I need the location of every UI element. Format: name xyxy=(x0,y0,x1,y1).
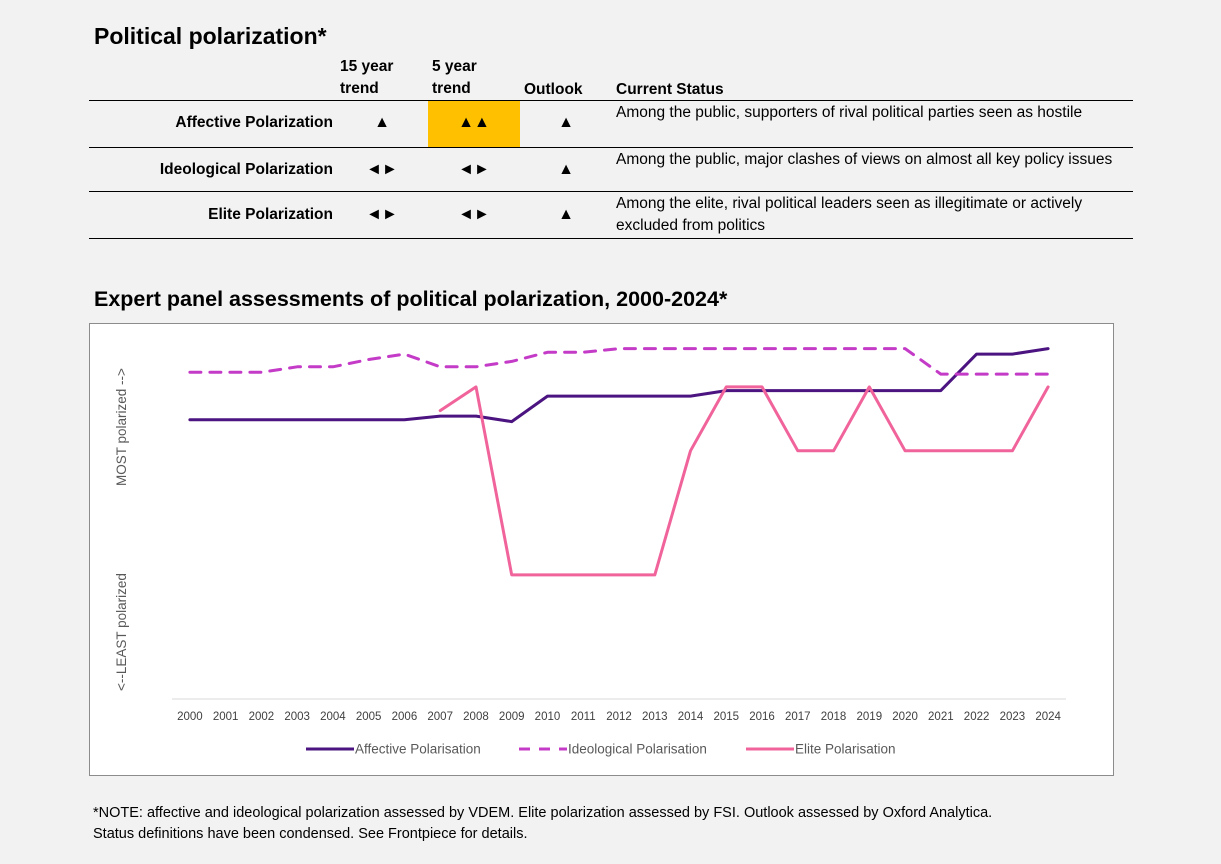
series-line-affective-polarisation xyxy=(188,347,1050,424)
x-tick-label: 2017 xyxy=(785,711,811,723)
row-name: Affective Polarization xyxy=(175,114,333,131)
trend-15-year: ◄► xyxy=(366,161,398,178)
trend-15-year: ◄► xyxy=(366,206,398,223)
x-tick-label: 2013 xyxy=(642,711,668,723)
x-tick-label: 2005 xyxy=(356,711,382,723)
outlook: ▲ xyxy=(558,161,574,178)
x-tick-label: 2016 xyxy=(749,711,775,723)
legend-label: Elite Polarisation xyxy=(795,742,896,757)
footnote-line-1: *NOTE: affective and ideological polariz… xyxy=(93,805,993,821)
current-status: Among the public, supporters of rival po… xyxy=(616,104,1083,121)
current-status: Among the elite, rival political leaders… xyxy=(616,195,1083,234)
x-tick-label: 2009 xyxy=(499,711,525,723)
series-line-ideological-polarisation xyxy=(188,347,1050,376)
status-table: 15 year trend 5 year trend Outlook Curre… xyxy=(89,56,1133,240)
page-title: Political polarization* xyxy=(94,23,327,49)
header-outlook: Outlook xyxy=(524,81,583,98)
highlight-cell xyxy=(428,101,520,147)
outlook: ▲ xyxy=(558,114,574,131)
x-tick-label: 2012 xyxy=(606,711,632,723)
x-tick-label: 2001 xyxy=(213,711,239,723)
trend-5-year: ▲▲ xyxy=(458,114,490,131)
x-tick-label: 2007 xyxy=(427,711,453,723)
trend-5-year: ◄► xyxy=(458,206,490,223)
x-tick-label: 2011 xyxy=(571,711,596,723)
x-tick-label: 2022 xyxy=(964,711,990,723)
x-tick-label: 2000 xyxy=(177,711,203,723)
outlook: ▲ xyxy=(558,206,574,223)
x-tick-label: 2008 xyxy=(463,711,489,723)
x-tick-label: 2015 xyxy=(713,711,739,723)
chart-title: Expert panel assessments of political po… xyxy=(94,287,728,311)
header-5-year-trend: 5 year trend xyxy=(432,58,477,97)
line-chart: 2000 2001 2002 2003 2004 2005 2006 2007 2008 2009… xyxy=(172,347,1066,757)
legend-label: Affective Polarisation xyxy=(355,742,481,757)
footnote: *NOTE: affective and ideological polariz… xyxy=(93,803,1193,845)
series-line-elite-polarisation xyxy=(438,385,1050,577)
chart-area: MOST polarized --> <--LEAST polarized 20… xyxy=(89,323,1114,776)
x-tick-label: 2010 xyxy=(535,711,561,723)
trend-15-year: ▲ xyxy=(374,114,390,131)
x-tick-label: 2004 xyxy=(320,711,346,723)
row-name: Ideological Polarization xyxy=(159,161,333,178)
row-name: Elite Polarization xyxy=(208,206,333,223)
current-status: Among the public, major clashes of views… xyxy=(616,151,1113,168)
table-row: Affective Polarization ▲ ▲▲ ▲ Among the … xyxy=(89,100,1133,147)
x-tick-label: 2014 xyxy=(678,711,704,723)
x-tick-label: 2021 xyxy=(928,711,954,723)
table-row: Ideological Polarization ◄► ◄► ▲ Among t… xyxy=(89,147,1133,192)
x-tick-label: 2020 xyxy=(892,711,918,723)
x-tick-label: 2002 xyxy=(249,711,275,723)
x-tick-label: 2006 xyxy=(392,711,418,723)
x-tick-label: 2018 xyxy=(821,711,847,723)
table-row: Elite Polarization ◄► ◄► ▲ Among the eli… xyxy=(89,191,1133,239)
legend-label: Ideological Polarisation xyxy=(568,742,707,757)
header-current-status: Current Status xyxy=(616,81,724,98)
footnote-line-2: Status definitions have been condensed. … xyxy=(93,826,528,842)
trend-5-year: ◄► xyxy=(458,161,490,178)
x-tick-label: 2024 xyxy=(1035,711,1061,723)
x-tick-label: 2019 xyxy=(857,711,883,723)
header-15-year-trend: 15 year trend xyxy=(340,58,394,97)
x-tick-label: 2023 xyxy=(1000,711,1026,723)
x-tick-label: 2003 xyxy=(284,711,310,723)
